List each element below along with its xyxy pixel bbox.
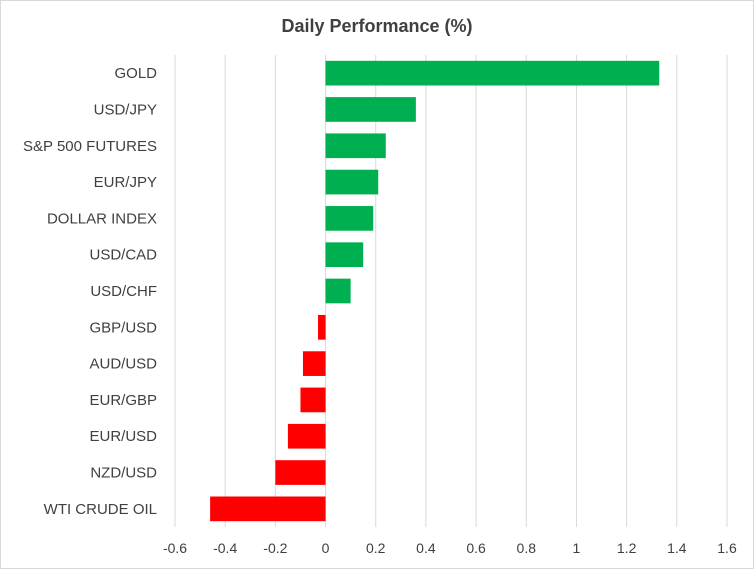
category-label: GBP/USD xyxy=(89,319,157,336)
x-tick-label: 1.6 xyxy=(717,540,737,556)
category-label: EUR/GBP xyxy=(89,392,157,409)
bar xyxy=(325,97,416,122)
x-tick-label: 0 xyxy=(322,540,330,556)
x-tick-label: 0.6 xyxy=(466,540,486,556)
bar xyxy=(325,60,660,86)
category-label: AUD/USD xyxy=(89,356,157,373)
bar xyxy=(300,387,326,413)
bar xyxy=(210,496,326,522)
bar xyxy=(325,242,364,268)
bars xyxy=(210,60,660,522)
category-label: NZD/USD xyxy=(90,465,157,482)
x-tick-label: 1.4 xyxy=(667,540,687,556)
bar xyxy=(302,351,326,376)
category-label: GOLD xyxy=(114,65,157,82)
x-tick-label: -0.2 xyxy=(263,540,287,556)
category-label: EUR/JPY xyxy=(94,174,157,191)
bar xyxy=(318,314,326,340)
category-labels: GOLD USD/JPY S&P 500 FUTURES EUR/JPY DOLLAR … xyxy=(23,65,157,518)
chart-title: Daily Performance (%) xyxy=(281,16,472,36)
category-label: EUR/USD xyxy=(89,428,157,445)
category-label: WTI CRUDE OIL xyxy=(44,501,157,518)
x-tick-label: -0.6 xyxy=(163,540,187,556)
x-tick-label: 0.4 xyxy=(416,540,436,556)
bar xyxy=(275,460,326,485)
bar xyxy=(325,133,386,159)
gridlines xyxy=(174,55,728,527)
x-tick-label: 0.8 xyxy=(517,540,537,556)
x-tick-label: 1.2 xyxy=(617,540,637,556)
bar xyxy=(325,206,374,231)
category-label: S&P 500 FUTURES xyxy=(23,138,157,155)
x-tick-label: 0.2 xyxy=(366,540,386,556)
category-label: DOLLAR INDEX xyxy=(47,210,157,227)
bar xyxy=(325,278,351,304)
x-axis-tick-labels: -0.6 -0.4 -0.2 0 0.2 0.4 0.6 0.8 1 1.2 1.4 1.6 xyxy=(163,540,737,556)
category-label: USD/JPY xyxy=(94,101,157,118)
category-label: USD/CHF xyxy=(90,283,157,300)
bar xyxy=(287,423,326,449)
bar xyxy=(325,169,379,195)
x-tick-label: -0.4 xyxy=(213,540,237,556)
category-label: USD/CAD xyxy=(89,247,157,264)
x-tick-label: 1 xyxy=(573,540,581,556)
